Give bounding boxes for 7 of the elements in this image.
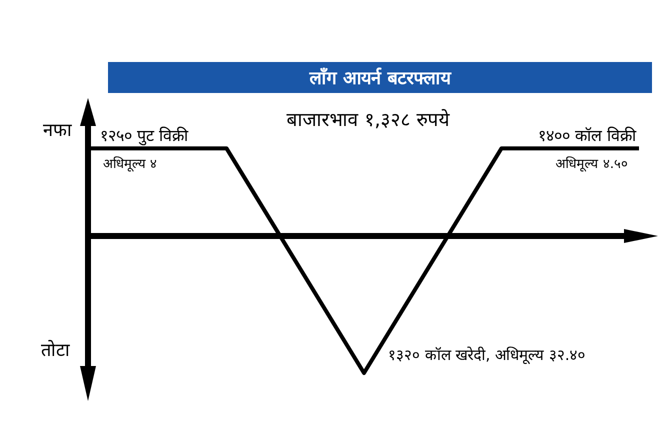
annotation: बाजारभाव १,३२८ रुपये xyxy=(286,109,450,131)
annotation: १४०० कॉल विक्री xyxy=(538,126,636,145)
annotation: १२५० पुट विक्री xyxy=(100,126,188,145)
annotation: तोटा xyxy=(41,340,70,361)
chart-title: लाँग आयर्न बटरफ्लाय xyxy=(308,67,452,89)
title: लाँग आयर्न बटरफ्लाय xyxy=(108,62,652,93)
annotation: नफा xyxy=(43,120,72,141)
